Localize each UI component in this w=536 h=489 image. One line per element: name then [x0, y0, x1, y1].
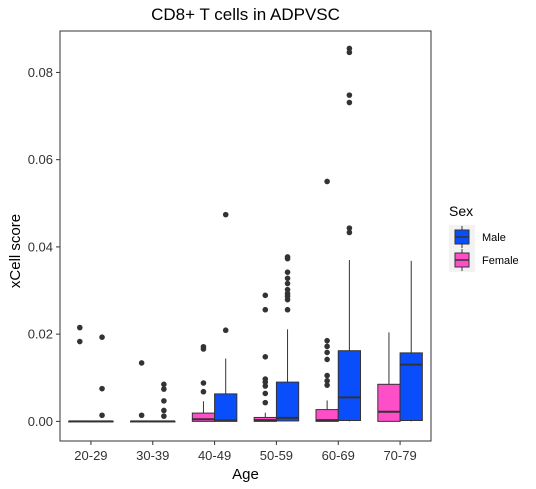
box-male-50-59 [275, 254, 300, 422]
x-tick-label: 20-29 [74, 448, 107, 463]
y-tick-label: 0.02 [28, 327, 53, 342]
outlier-point [284, 286, 291, 293]
outlier-point [346, 92, 353, 98]
outlier-point [200, 388, 207, 395]
x-axis: 20-29 30-39 40-49 50-59 60-69 70-79 [74, 441, 417, 463]
outlier-point [324, 343, 330, 350]
outlier-point [99, 412, 105, 419]
outlier-point [284, 280, 291, 287]
y-axis-label: xCell score [7, 214, 24, 288]
outlier-point [161, 398, 167, 404]
outlier-point [346, 45, 353, 52]
y-tick-label: 0.06 [28, 152, 53, 167]
outlier-point [324, 382, 330, 388]
outlier-point [262, 306, 269, 313]
box-female-30-39 [129, 360, 154, 423]
outlier-point [262, 383, 269, 389]
box-iqr [275, 381, 300, 422]
box-male-70-79 [399, 260, 423, 422]
box-male-30-39 [152, 381, 176, 423]
box-male-20-29 [90, 334, 114, 423]
plot-panel [59, 30, 432, 442]
legend-item-male: Male [449, 225, 506, 249]
outlier-point [138, 360, 145, 366]
outlier-point [161, 381, 167, 388]
y-axis: 0.00 0.02 0.04 0.06 0.08 [28, 65, 60, 429]
legend-label-female: Female [482, 255, 519, 267]
outlier-point [262, 292, 269, 299]
outlier-point [346, 225, 353, 231]
box-iqr [214, 393, 238, 422]
box-plots [68, 45, 423, 423]
outlier-point [262, 390, 269, 397]
x-axis-label: Age [232, 466, 259, 483]
outlier-point [346, 99, 353, 106]
outlier-point [99, 334, 105, 340]
outlier-point [324, 356, 330, 363]
outlier-point [262, 354, 269, 360]
outlier-point [284, 269, 291, 276]
outlier-point [99, 385, 105, 392]
outlier-point [346, 229, 353, 236]
outlier-point [76, 324, 83, 331]
outlier-point [324, 378, 330, 384]
x-tick-label: 70-79 [383, 448, 416, 463]
outlier-point [161, 386, 167, 392]
box-iqr [399, 352, 423, 421]
box-iqr [377, 383, 401, 422]
legend-title: Sex [449, 203, 473, 219]
box-male-40-49 [214, 211, 238, 422]
legend: Sex Male Female [449, 203, 519, 272]
legend-item-female: Female [449, 248, 519, 272]
outlier-point [324, 178, 330, 185]
box-male-60-69 [337, 45, 362, 422]
outlier-point [138, 412, 145, 419]
x-tick-label: 40-49 [198, 448, 231, 463]
box-iqr [337, 350, 362, 421]
box-female-20-29 [68, 324, 92, 423]
x-tick-label: 60-69 [322, 448, 355, 463]
x-tick-label: 30-39 [136, 448, 169, 463]
outlier-point [262, 379, 269, 385]
outlier-point [284, 306, 291, 313]
x-tick-label: 50-59 [260, 448, 293, 463]
outlier-point [161, 413, 167, 419]
outlier-point [346, 49, 353, 56]
box-female-60-69 [315, 178, 339, 422]
outlier-point [222, 211, 229, 218]
y-tick-label: 0.00 [28, 414, 53, 429]
outlier-point [284, 255, 291, 262]
outlier-point [262, 399, 269, 406]
chart-title: CD8+ T cells in ADPVSC [151, 5, 340, 24]
outlier-point [284, 296, 291, 303]
outlier-point [284, 275, 291, 282]
outlier-point [161, 407, 167, 414]
y-tick-label: 0.08 [28, 65, 53, 80]
outlier-point [324, 372, 330, 379]
outlier-point [200, 380, 207, 386]
y-tick-label: 0.04 [28, 239, 53, 254]
box-female-70-79 [377, 332, 401, 422]
box-female-50-59 [253, 292, 277, 422]
legend-label-male: Male [482, 232, 506, 244]
outlier-point [324, 349, 330, 356]
outlier-point [200, 346, 207, 352]
outlier-point [324, 337, 330, 344]
outlier-point [222, 327, 229, 334]
outlier-point [76, 338, 83, 345]
